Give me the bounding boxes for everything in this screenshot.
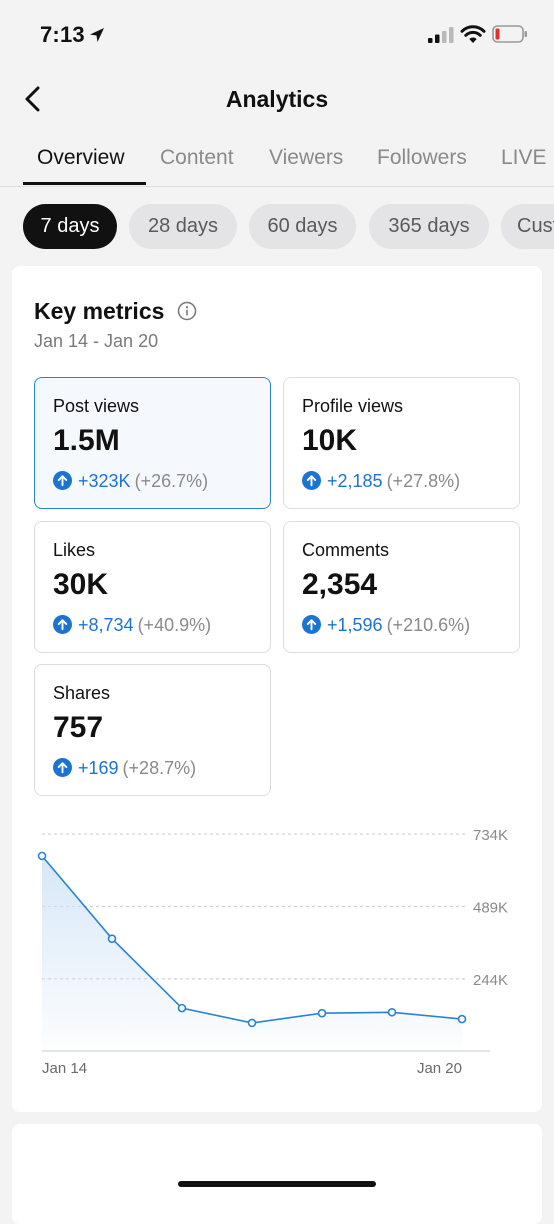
metric-change: +8,734 (+40.9%) <box>53 615 211 636</box>
metric-value: 757 <box>53 711 104 744</box>
data-point[interactable] <box>107 934 117 943</box>
arrow-up-circle-icon <box>53 471 72 490</box>
y-tick-label: 734K <box>473 827 508 844</box>
post-views-chart: 244K 489K 734K Jan 14 Jan 20 <box>37 827 508 1077</box>
next-section-card <box>12 1124 542 1224</box>
metric-shares[interactable]: Shares 757 +169 (+28.7%) <box>34 664 271 796</box>
key-metrics-card: Key metrics Jan 14 - Jan 20 Post views 1… <box>12 266 542 1112</box>
metric-label: Shares <box>53 683 111 703</box>
series-area <box>42 855 462 1051</box>
metric-change: +2,185 (+27.8%) <box>302 471 460 492</box>
range-custom[interactable]: Custom <box>501 204 554 249</box>
metric-change-abs: +323K <box>78 471 131 491</box>
range-7-days[interactable]: 7 days <box>23 204 117 249</box>
arrow-up-circle-icon <box>53 615 72 634</box>
metric-change: +1,596 (+210.6%) <box>302 615 470 636</box>
metric-label: Profile views <box>302 396 404 416</box>
wifi-icon <box>460 25 486 43</box>
cellular-signal-icon <box>428 27 454 43</box>
metric-change-pct: (+28.7%) <box>122 758 197 778</box>
range-365-days[interactable]: 365 days <box>369 204 489 249</box>
page-title: Analytics <box>225 86 329 112</box>
active-tab-indicator <box>23 182 146 185</box>
metric-change-abs: +2,185 <box>327 471 383 491</box>
data-point[interactable] <box>247 1018 257 1028</box>
x-tick-label: Jan 20 <box>417 1060 462 1077</box>
info-icon[interactable] <box>177 301 197 321</box>
metric-label: Comments <box>302 540 390 560</box>
metric-label: Post views <box>53 396 140 416</box>
status-bar: 7:13 <box>0 0 554 70</box>
metric-change-abs: +1,596 <box>327 615 383 635</box>
data-point[interactable] <box>387 1007 397 1017</box>
metric-profile-views[interactable]: Profile views 10K +2,185 (+27.8%) <box>283 377 520 509</box>
range-60-days[interactable]: 60 days <box>249 204 356 249</box>
back-chevron-icon[interactable] <box>20 84 46 114</box>
metric-label: Likes <box>53 540 96 560</box>
metric-value: 2,354 <box>302 568 378 601</box>
nav-header: Analytics <box>0 70 554 126</box>
tab-live[interactable]: LIVE <box>501 146 547 169</box>
data-point[interactable] <box>457 1014 467 1024</box>
metric-value: 1.5M <box>53 424 120 457</box>
tab-overview[interactable]: Overview <box>37 146 125 169</box>
x-tick-label: Jan 14 <box>42 1060 87 1077</box>
arrow-up-circle-icon <box>53 758 72 777</box>
metric-value: 30K <box>53 568 109 601</box>
metric-comments[interactable]: Comments 2,354 +1,596 (+210.6%) <box>283 521 520 653</box>
metric-change-pct: (+27.8%) <box>386 471 461 491</box>
tab-bar: Overview Content Viewers Followers LIVE <box>0 134 554 187</box>
metric-change: +169 (+28.7%) <box>53 758 196 779</box>
home-indicator <box>178 1181 376 1187</box>
metric-change-pct: (+210.6%) <box>386 615 471 635</box>
data-point[interactable] <box>37 851 47 861</box>
range-28-days[interactable]: 28 days <box>129 204 237 249</box>
key-metrics-title: Key metrics <box>34 298 165 324</box>
data-point[interactable] <box>177 1003 187 1013</box>
tab-followers[interactable]: Followers <box>377 146 467 169</box>
y-tick-label: 489K <box>473 899 508 916</box>
tab-viewers[interactable]: Viewers <box>269 146 344 169</box>
date-range-label: Jan 14 - Jan 20 <box>34 331 159 351</box>
metric-change-pct: (+40.9%) <box>137 615 212 635</box>
metric-change-abs: +169 <box>78 758 119 778</box>
metric-change-abs: +8,734 <box>78 615 134 635</box>
data-point[interactable] <box>317 1008 327 1018</box>
metric-change-pct: (+26.7%) <box>134 471 209 491</box>
arrow-up-circle-icon <box>302 615 321 634</box>
metric-likes[interactable]: Likes 30K +8,734 (+40.9%) <box>34 521 271 653</box>
battery-icon <box>492 25 527 43</box>
arrow-up-circle-icon <box>302 471 321 490</box>
tab-content[interactable]: Content <box>160 146 234 169</box>
metric-value: 10K <box>302 424 358 457</box>
metric-change: +323K (+26.7%) <box>53 471 208 492</box>
metric-post-views[interactable]: Post views 1.5M +323K (+26.7%) <box>34 377 271 509</box>
y-tick-label: 244K <box>473 972 508 989</box>
location-arrow-icon <box>90 28 104 42</box>
status-time: 7:13 <box>40 22 85 47</box>
date-range-selector: 7 days 28 days 60 days 365 days Custom <box>0 204 554 250</box>
